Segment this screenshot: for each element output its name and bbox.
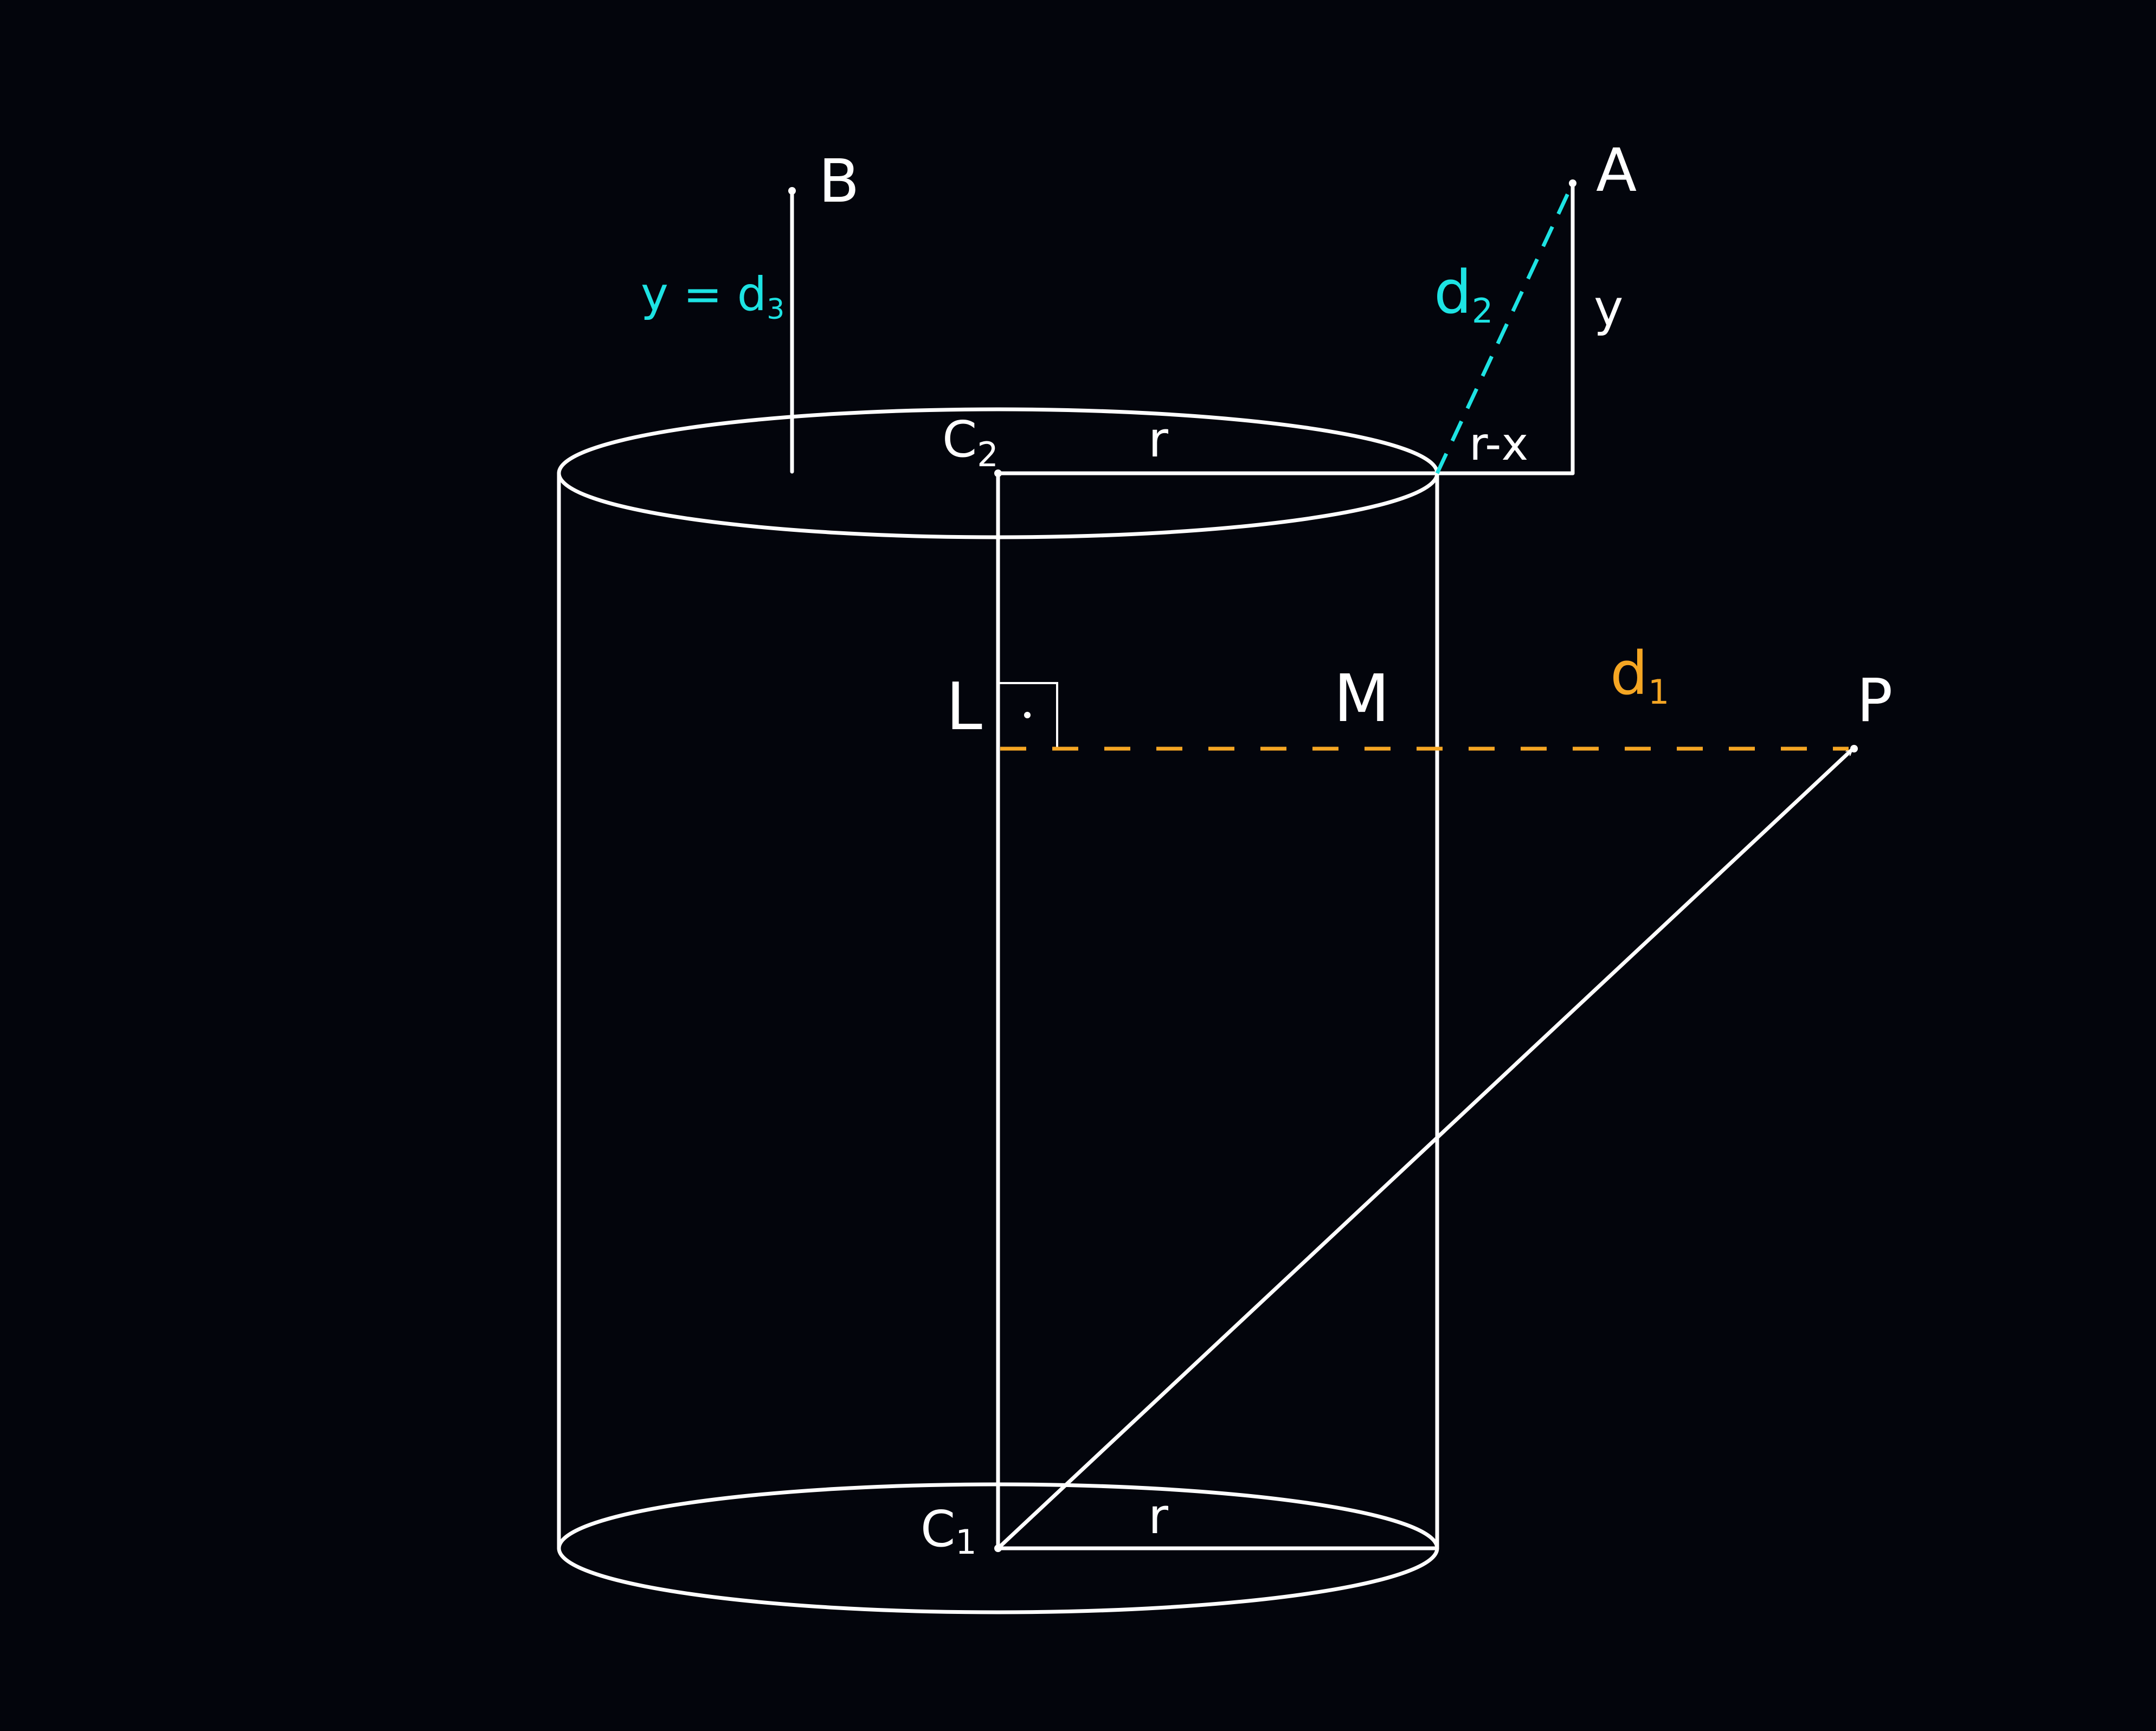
label-a: A <box>1596 136 1637 205</box>
label-p: P <box>1857 666 1893 735</box>
label-d2-main: d <box>1434 258 1472 327</box>
point-b-dot <box>788 187 796 195</box>
vector-c1-p <box>996 748 1854 1550</box>
point-c1-dot <box>994 1545 1002 1552</box>
right-angle-mark <box>999 682 1058 749</box>
label-r-top: r <box>1148 411 1168 468</box>
label-d1: d1 <box>1610 639 1669 712</box>
point-c2-dot <box>994 469 1002 477</box>
label-m: M <box>1334 661 1390 737</box>
right-angle-dot <box>1024 712 1031 718</box>
label-l: L <box>946 670 982 745</box>
label-y: y <box>1594 279 1623 337</box>
label-c1-main: C <box>921 1500 955 1558</box>
label-y-equals-d3: y = d3 <box>641 267 784 326</box>
label-c2-main: C <box>942 410 977 468</box>
label-r-minus-x: r-x <box>1469 417 1528 471</box>
label-d1-main: d <box>1610 639 1648 708</box>
label-d2-sub: 2 <box>1472 291 1493 331</box>
label-r-bottom: r <box>1148 1488 1168 1545</box>
label-d1-sub: 1 <box>1648 672 1669 712</box>
label-c2-sub: 2 <box>977 435 998 474</box>
label-y-eq-sub: 3 <box>767 293 784 326</box>
label-c1-sub: 1 <box>955 1522 976 1562</box>
point-p-dot <box>1850 745 1858 752</box>
label-y-eq-main: y = d <box>641 267 767 321</box>
label-c2: C2 <box>942 410 999 474</box>
label-b: B <box>819 146 859 216</box>
label-c1: C1 <box>921 1500 977 1562</box>
label-d2: d2 <box>1434 258 1493 331</box>
d2-dashed-line <box>1435 182 1575 474</box>
point-a-dot <box>1569 179 1576 187</box>
